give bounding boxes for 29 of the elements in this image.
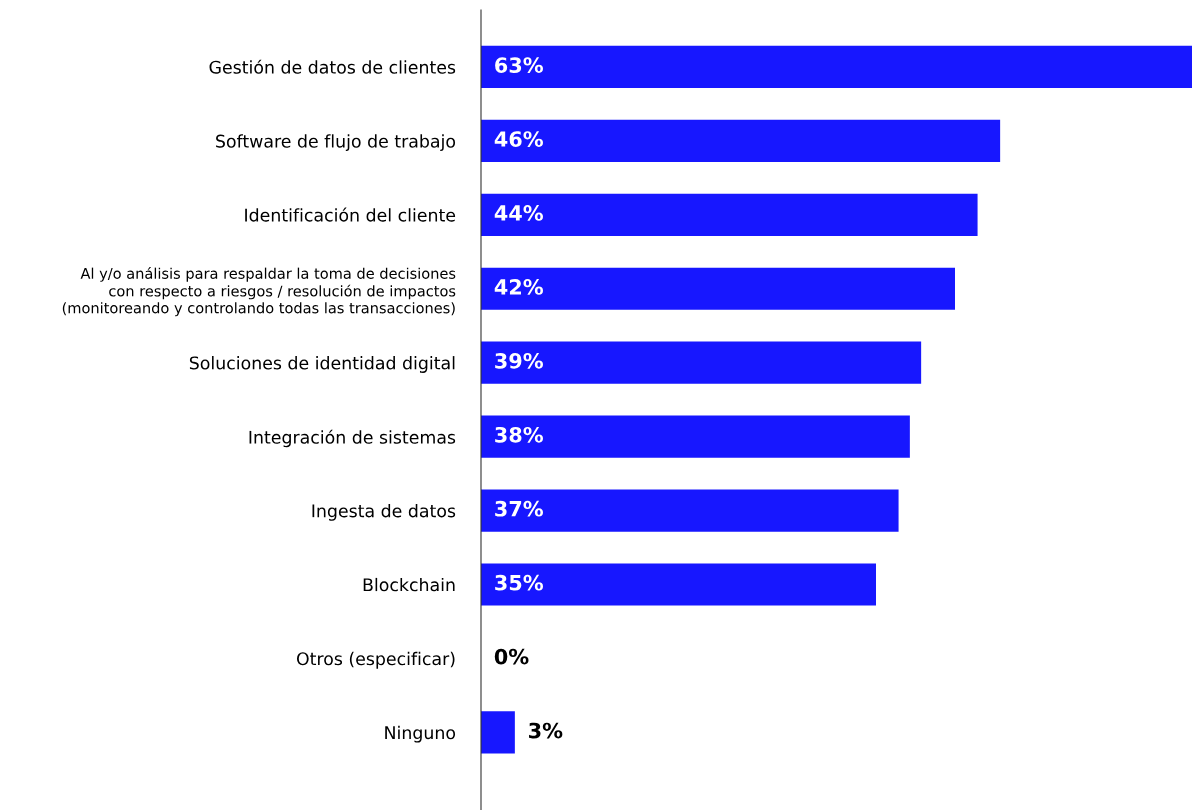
bar <box>481 341 922 384</box>
y-tick-label: Identificación del cliente <box>245 207 456 222</box>
bar <box>481 119 1001 162</box>
data-label: 39% <box>495 352 543 369</box>
bar <box>481 193 978 236</box>
y-tick-label: Otros (especificar) <box>296 651 455 669</box>
bar <box>481 45 1192 88</box>
y-tick-label: Ninguno <box>385 725 456 743</box>
data-label: 37% <box>495 500 543 517</box>
data-label: 0% <box>494 648 529 665</box>
y-tick-label: Integración de sistemas <box>249 429 456 448</box>
bar <box>481 563 876 606</box>
y-tick-label: Software de flujo de trabajo <box>216 134 456 152</box>
y-tick-label: Al y/o análisis para respaldar la toma de decisiones con respecto a riesgos / resolución de impactos (monitoreando y controlando todas las transacciones) <box>62 267 456 317</box>
data-label: 46% <box>494 131 543 147</box>
y-tick-label: Ingesta de datos <box>312 503 456 521</box>
bar <box>481 267 955 310</box>
data-label: 35% <box>495 574 543 591</box>
bar <box>481 489 899 532</box>
data-label: 38% <box>495 426 543 443</box>
data-label: 63% <box>495 57 543 73</box>
data-label: 3% <box>529 722 563 739</box>
bar <box>481 711 515 754</box>
data-label: 44% <box>494 205 543 221</box>
y-tick-label: Soluciones de identidad digital <box>189 356 455 373</box>
y-tick-label: Blockchain <box>363 577 455 592</box>
bar <box>481 415 910 458</box>
y-tick-label: Gestión de datos de clientes <box>209 59 456 74</box>
data-label: 42% <box>494 279 543 295</box>
